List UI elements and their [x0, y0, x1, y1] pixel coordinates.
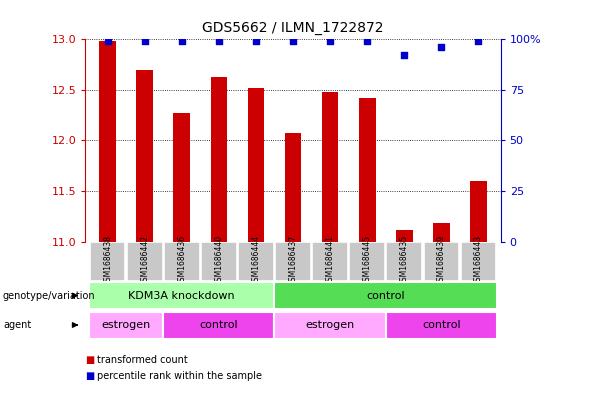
Title: GDS5662 / ILMN_1722872: GDS5662 / ILMN_1722872 [202, 22, 384, 35]
Text: GSM1686438: GSM1686438 [103, 235, 112, 286]
Point [252, 38, 261, 44]
Bar [386, 312, 497, 339]
Bar [127, 242, 163, 281]
Point [474, 38, 483, 44]
Text: transformed count: transformed count [97, 355, 188, 365]
Bar [274, 282, 497, 309]
Bar [423, 242, 459, 281]
Bar [349, 242, 385, 281]
Bar [433, 224, 449, 242]
Text: GSM1686445: GSM1686445 [363, 235, 372, 286]
Bar [322, 92, 339, 242]
Bar [386, 242, 422, 281]
Bar [90, 242, 125, 281]
Text: control: control [422, 320, 461, 330]
Text: genotype/variation: genotype/variation [3, 290, 95, 301]
Bar [274, 312, 386, 339]
Text: GSM1686441: GSM1686441 [326, 235, 335, 286]
Point [399, 52, 409, 59]
Bar [89, 282, 274, 309]
Point [362, 38, 372, 44]
Text: ■: ■ [85, 371, 95, 381]
Point [214, 38, 224, 44]
Bar [210, 77, 227, 242]
Bar [100, 41, 116, 242]
Text: control: control [200, 320, 238, 330]
Bar [275, 242, 311, 281]
Text: GSM1686440: GSM1686440 [214, 235, 223, 286]
Point [140, 38, 150, 44]
Point [177, 38, 187, 44]
Bar [164, 242, 200, 281]
Bar [163, 312, 274, 339]
Bar [312, 242, 348, 281]
Text: agent: agent [3, 320, 31, 330]
Point [325, 38, 335, 44]
Text: estrogen: estrogen [306, 320, 355, 330]
Bar [359, 98, 376, 242]
Bar [470, 181, 487, 242]
Bar [238, 242, 274, 281]
Point [289, 38, 298, 44]
Bar [173, 113, 190, 242]
Point [103, 38, 112, 44]
Text: GSM1686437: GSM1686437 [289, 235, 297, 286]
Bar [396, 230, 413, 242]
Bar [284, 133, 302, 242]
Text: percentile rank within the sample: percentile rank within the sample [97, 371, 262, 381]
Bar [247, 88, 264, 242]
Text: estrogen: estrogen [101, 320, 151, 330]
Text: GSM1686435: GSM1686435 [400, 235, 409, 286]
Text: GSM1686443: GSM1686443 [474, 235, 483, 286]
Text: GSM1686444: GSM1686444 [252, 235, 260, 286]
Bar [137, 70, 153, 242]
Text: GSM1686436: GSM1686436 [177, 235, 186, 286]
Text: control: control [366, 291, 405, 301]
Text: GSM1686439: GSM1686439 [437, 235, 446, 286]
Point [436, 44, 446, 51]
Bar [89, 312, 163, 339]
Bar [201, 242, 237, 281]
Text: ■: ■ [85, 355, 95, 365]
Text: GSM1686442: GSM1686442 [140, 235, 149, 286]
Bar [461, 242, 496, 281]
Text: KDM3A knockdown: KDM3A knockdown [128, 291, 235, 301]
